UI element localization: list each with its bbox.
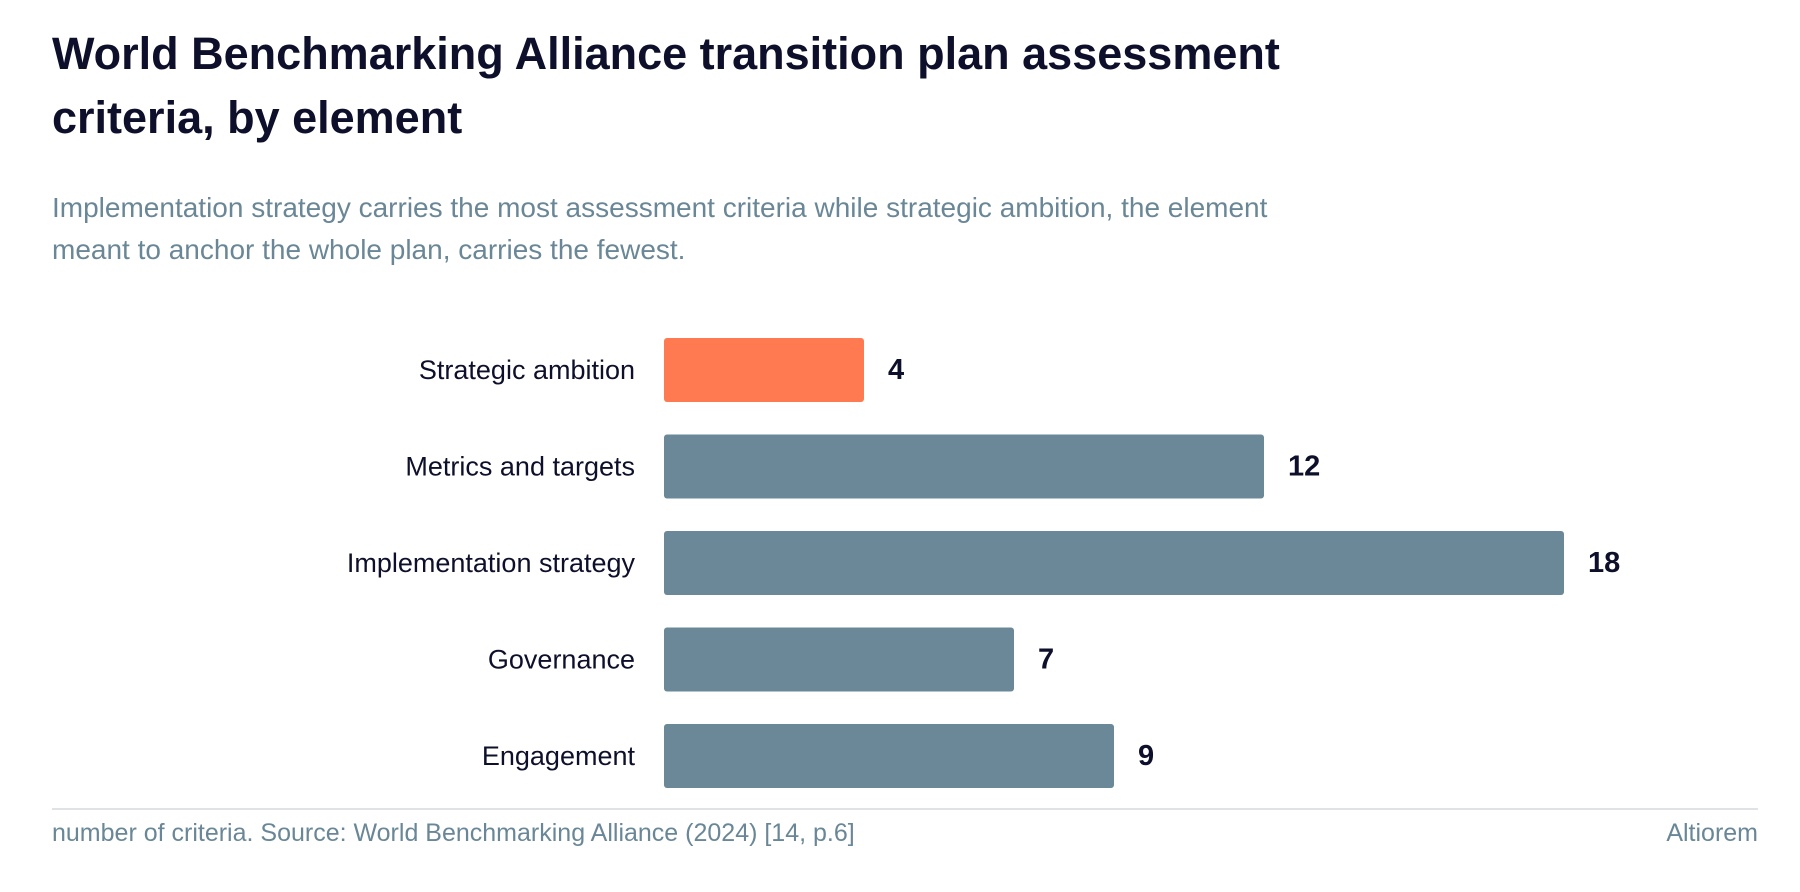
bar-strategic-ambition	[664, 338, 864, 402]
value-label-engagement: 9	[1138, 740, 1154, 772]
chart-subtitle: Implementation strategy carries the most…	[52, 192, 1268, 265]
category-label-strategic-ambition: Strategic ambition	[419, 355, 635, 385]
bar-metrics-and-targets	[664, 434, 1264, 499]
brand-name: Altiorem	[1666, 819, 1758, 847]
source-note: number of criteria. Source: World Benchm…	[52, 819, 855, 847]
category-label-engagement: Engagement	[482, 741, 636, 771]
bar-engagement	[664, 724, 1114, 788]
value-label-governance: 7	[1038, 644, 1054, 676]
footer-divider	[52, 808, 1758, 810]
category-label-implementation-strategy: Implementation strategy	[347, 548, 636, 578]
bar-governance	[664, 627, 1014, 692]
value-label-implementation-strategy: 18	[1588, 547, 1620, 579]
value-label-strategic-ambition: 4	[888, 354, 904, 386]
category-label-metrics-and-targets: Metrics and targets	[405, 452, 635, 482]
bar-chart: Strategic ambition 4 Metrics and targets 12…	[347, 338, 1620, 788]
chart-title: World Benchmarking Alliance transition p…	[52, 28, 1280, 143]
value-label-metrics-and-targets: 12	[1288, 451, 1320, 483]
bar-implementation-strategy	[664, 531, 1564, 595]
category-label-governance: Governance	[488, 645, 635, 675]
